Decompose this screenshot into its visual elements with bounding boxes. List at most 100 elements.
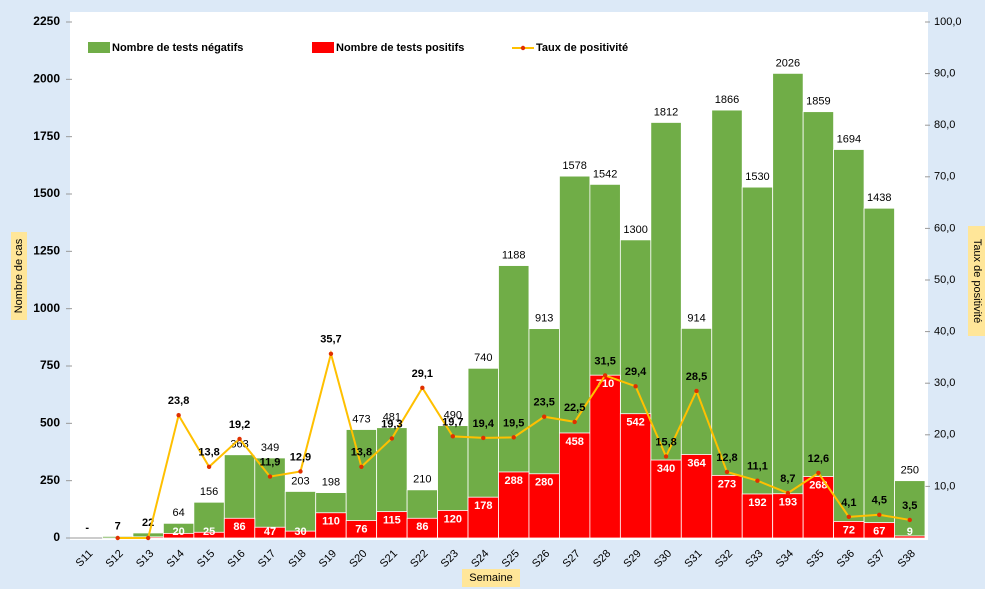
- value-label: 250: [901, 465, 919, 477]
- rate-label: 11,9: [260, 457, 281, 469]
- value-label: 110: [322, 516, 340, 528]
- value-label: 1812: [654, 106, 678, 118]
- value-label: 47: [264, 526, 276, 538]
- value-label: 120: [444, 513, 462, 525]
- value-label: 340: [657, 463, 675, 475]
- rate-label: 12,6: [808, 453, 829, 465]
- y2-tick-label: 50,0: [934, 274, 955, 286]
- rate-point: [633, 384, 638, 389]
- value-label: 76: [355, 523, 367, 535]
- y2-tick-label: 20,0: [934, 429, 955, 441]
- bar: [711, 474, 743, 539]
- rate-point: [572, 419, 577, 425]
- rate-point: [602, 373, 608, 378]
- rate-point: [816, 470, 821, 476]
- rate-point: [755, 478, 760, 483]
- y2-tick-label: 30,0: [934, 377, 955, 389]
- y-axis-label: Nombre de cas: [13, 238, 25, 313]
- value-label: 1578: [562, 160, 586, 172]
- rate-point: [206, 464, 212, 469]
- value-label: 1694: [837, 133, 861, 145]
- bar: [711, 109, 743, 539]
- y-tick-label: 1750: [33, 129, 60, 143]
- value-label: 2026: [776, 57, 800, 69]
- value-label: 364: [687, 457, 706, 469]
- value-label: 25: [203, 526, 215, 538]
- rate-label: 15,8: [655, 436, 676, 448]
- value-label: 9: [907, 526, 913, 538]
- rate-label: 19,4: [473, 418, 495, 430]
- rate-point: [298, 469, 303, 474]
- value-label: 210: [413, 474, 431, 486]
- rate-label: 19,2: [229, 419, 250, 431]
- rate-point: [541, 414, 547, 419]
- value-label: 490: [444, 410, 462, 422]
- bar: [741, 493, 774, 539]
- bar: [619, 413, 652, 539]
- y2-tick-label: 70,0: [934, 171, 955, 183]
- bar: [833, 149, 865, 539]
- rate-point: [663, 454, 669, 459]
- rate-point: [267, 474, 273, 479]
- rate-point: [724, 469, 730, 475]
- value-label: 72: [843, 524, 855, 536]
- y-tick-label: 2000: [33, 72, 60, 86]
- bar: [528, 473, 560, 539]
- rate-label: 19,7: [442, 416, 463, 428]
- value-label: 178: [474, 500, 492, 512]
- rate-point: [176, 412, 181, 418]
- bar: [650, 459, 682, 539]
- value-label: 1300: [623, 224, 647, 236]
- value-label: 458: [565, 436, 583, 448]
- y-tick-label: 500: [40, 416, 60, 430]
- rate-label: 3,5: [902, 500, 917, 512]
- legend-swatch: [312, 42, 334, 53]
- y2-tick-label: 80,0: [934, 119, 955, 131]
- value-label: 1188: [502, 249, 526, 261]
- rate-label: 4,5: [872, 495, 887, 507]
- rate-point: [237, 436, 242, 442]
- legend-label: Nombre de tests positifs: [336, 42, 464, 54]
- value-label: 30: [294, 526, 306, 538]
- rate-label: 12,9: [290, 451, 311, 463]
- y2-axis-label: Taux de positivité: [971, 239, 983, 323]
- y2-tick-label: 10,0: [934, 480, 955, 492]
- rate-label: 29,4: [625, 366, 647, 378]
- rate-label: 12,8: [716, 452, 737, 464]
- rate-label: 13,8: [198, 447, 219, 459]
- value-label: 481: [383, 412, 401, 424]
- value-label: 115: [383, 515, 401, 527]
- y-tick-label: 2250: [33, 14, 60, 28]
- rate-point: [359, 464, 364, 469]
- bar: [559, 432, 591, 539]
- rate-point: [115, 535, 120, 541]
- value-label: 1542: [593, 168, 617, 180]
- value-label: 86: [416, 521, 428, 533]
- value-label: 349: [261, 442, 279, 454]
- value-label: 7: [115, 520, 121, 532]
- rate-label: 4,1: [841, 497, 856, 509]
- bar: [467, 496, 499, 539]
- rate-point: [877, 512, 882, 517]
- rate-label: 19,5: [503, 417, 524, 429]
- rate-label: 22,5: [564, 402, 585, 414]
- bar: [254, 457, 286, 539]
- value-label: 280: [535, 477, 553, 489]
- value-label: 542: [626, 417, 644, 429]
- y2-tick-label: 40,0: [934, 326, 955, 338]
- value-label: -: [85, 522, 89, 534]
- value-label: 914: [687, 312, 705, 324]
- y2-tick-label: 60,0: [934, 222, 955, 234]
- rate-point: [907, 517, 912, 523]
- value-label: 64: [173, 507, 185, 519]
- rate-point: [694, 388, 699, 394]
- rate-label: 13,8: [351, 447, 372, 459]
- value-label: 1530: [745, 171, 769, 183]
- rate-label: 35,7: [320, 334, 341, 346]
- value-label: 1859: [806, 96, 830, 108]
- rate-label: 11,1: [747, 461, 768, 473]
- bar: [376, 511, 408, 539]
- bar: [863, 207, 895, 539]
- rate-label: 23,5: [533, 397, 554, 409]
- value-label: 268: [809, 479, 827, 491]
